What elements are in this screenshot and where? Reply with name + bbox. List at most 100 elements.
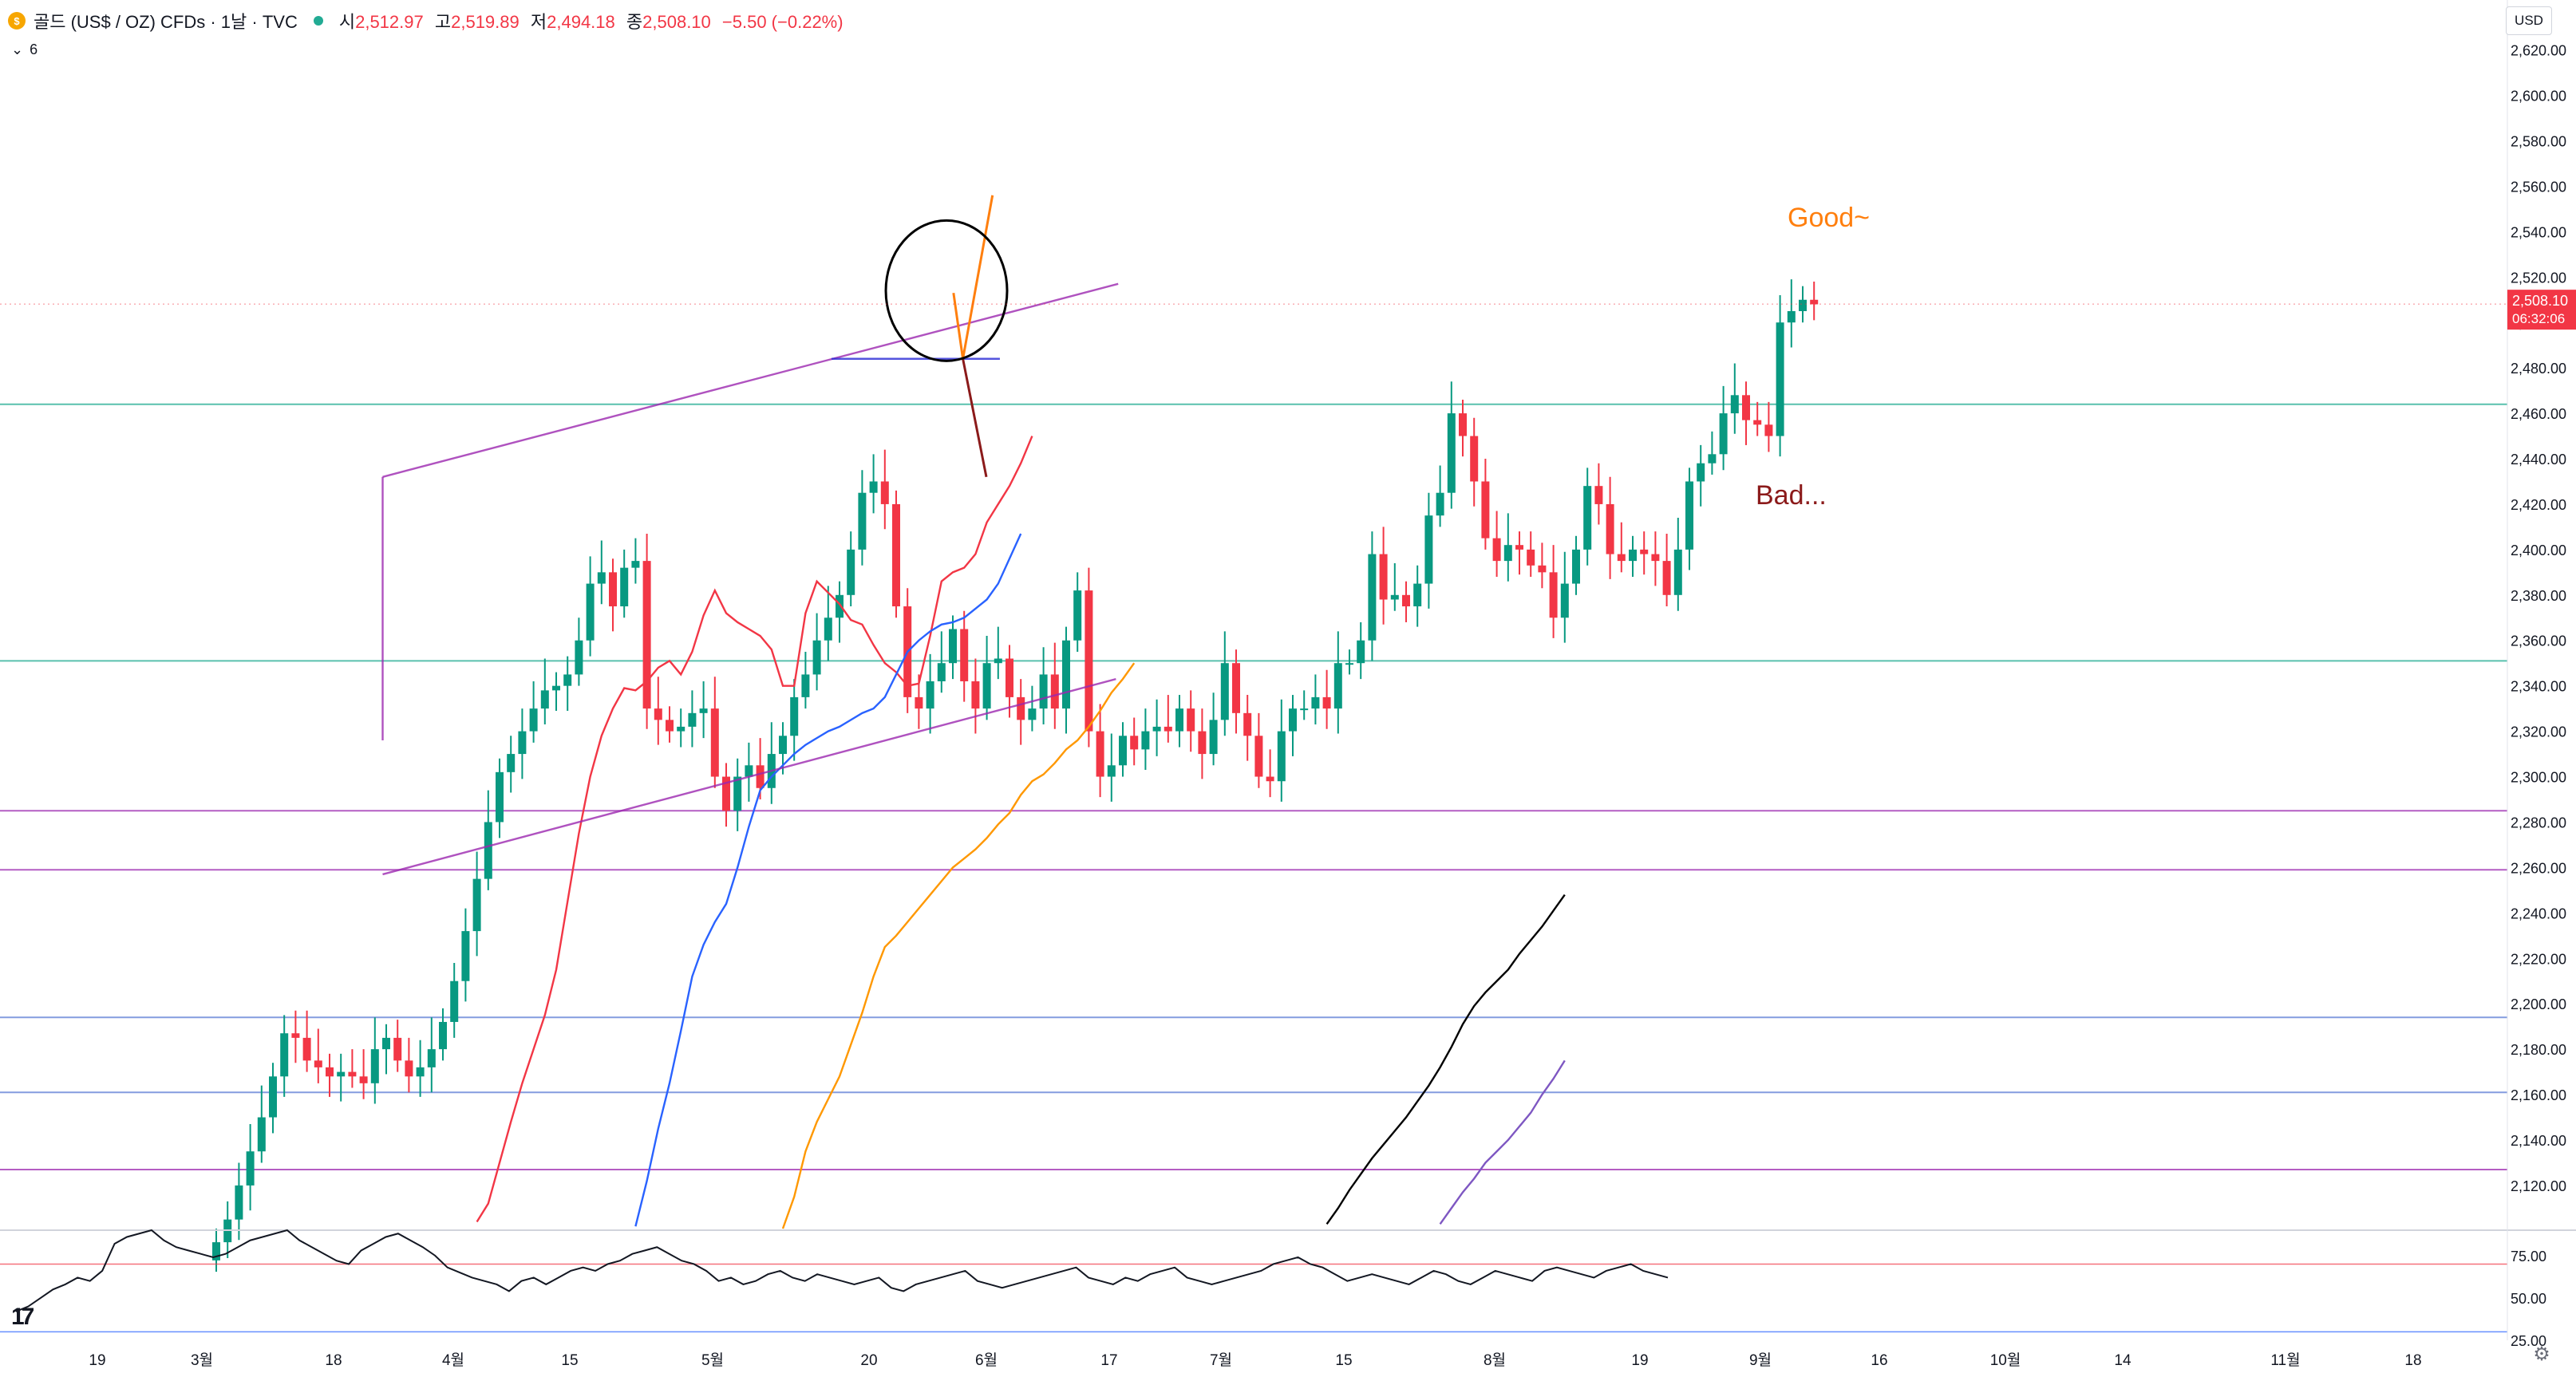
candle [1810, 281, 1819, 321]
candle-body [1368, 554, 1377, 641]
candle [1492, 511, 1501, 578]
candle-body [1209, 720, 1218, 755]
candle [1039, 647, 1048, 725]
candle [1470, 417, 1479, 507]
candle-body [1198, 731, 1207, 755]
candle-body [1776, 322, 1784, 436]
candle-body [1436, 492, 1444, 516]
candle [1357, 621, 1365, 680]
candle-body [666, 720, 674, 732]
candle-body [858, 492, 867, 550]
candle [1130, 717, 1139, 766]
rsi-tick-label: 50.00 [2511, 1291, 2546, 1307]
candle [1198, 708, 1207, 779]
candle [370, 1017, 379, 1104]
countdown-label: 06:32:06 [2512, 311, 2565, 326]
candle-body [212, 1242, 220, 1261]
low-value: 2,494.18 [547, 12, 615, 32]
x-tick-label: 15 [1335, 1352, 1352, 1369]
y-tick-label: 2,160.00 [2511, 1087, 2566, 1103]
candle-body [439, 1021, 447, 1050]
gear-icon[interactable]: ⚙ [2533, 1343, 2550, 1365]
y-tick-label: 2,420.00 [2511, 497, 2566, 513]
candle-body [1096, 731, 1104, 777]
rsi-tick-label: 25.00 [2511, 1333, 2546, 1349]
candle-body [960, 629, 969, 681]
chart-header: $ 골드 (US$ / OZ) CFDs · 1날 · TVC 시2,512.9… [8, 5, 850, 37]
candle-body [836, 594, 844, 618]
candle [416, 1040, 425, 1097]
candle [1685, 468, 1693, 570]
candle [1719, 385, 1728, 471]
candle-body [1799, 299, 1807, 311]
rsi-line [15, 1229, 1669, 1312]
currency-button[interactable]: USD [2506, 6, 2552, 35]
candle [393, 1020, 402, 1072]
candle-body [1152, 726, 1161, 732]
candle-body [1187, 708, 1195, 732]
candle [745, 742, 753, 802]
candle [666, 706, 674, 743]
candle [677, 708, 685, 748]
candle-body [586, 583, 595, 641]
candle [1436, 465, 1444, 527]
candle [280, 1015, 289, 1097]
candle [1164, 695, 1172, 743]
candle-body [382, 1037, 390, 1050]
candle [348, 1049, 357, 1088]
candle [529, 681, 538, 743]
bad-label: Bad... [1756, 480, 1827, 511]
candle [994, 626, 1002, 680]
candle-body [450, 980, 459, 1022]
candle-body [1708, 454, 1717, 464]
candle-body [926, 681, 934, 709]
candle-body [654, 708, 662, 720]
close-label: 종 [626, 12, 643, 32]
y-tick-label: 2,340.00 [2511, 679, 2566, 695]
y-tick-label: 2,280.00 [2511, 815, 2566, 831]
y-tick-label: 2,360.00 [2511, 633, 2566, 649]
candle-body [1164, 726, 1172, 732]
candle-body [1379, 554, 1388, 600]
rsi-tick-label: 75.00 [2511, 1249, 2546, 1265]
candle [496, 758, 504, 838]
candle [1243, 695, 1252, 761]
y-tick-label: 2,140.00 [2511, 1133, 2566, 1149]
x-tick-label: 18 [325, 1352, 342, 1369]
candle-body [1050, 674, 1059, 709]
candle-body [1232, 663, 1240, 713]
indicator-toggle[interactable]: ⌄ 6 [11, 38, 38, 61]
symbol-name[interactable]: 골드 (US$ / OZ) CFDs · 1날 · TVC [34, 12, 298, 32]
candle [620, 549, 629, 618]
candle [1515, 531, 1523, 575]
candle [1390, 562, 1399, 611]
candle-body [1424, 515, 1433, 584]
candle-body [1640, 549, 1649, 554]
candle [1254, 712, 1263, 788]
candle-body [1447, 413, 1456, 493]
candle-body [1810, 299, 1819, 305]
candle-body [575, 640, 583, 675]
candle-body [1651, 554, 1660, 562]
candle [1617, 522, 1626, 573]
candle-body [1006, 658, 1013, 697]
candle-body [994, 658, 1002, 664]
candle [1594, 463, 1603, 525]
candle [382, 1024, 390, 1075]
candle-body [302, 1037, 311, 1061]
candle-body [733, 776, 742, 811]
candle [790, 679, 799, 761]
y-tick-label: 2,320.00 [2511, 724, 2566, 740]
candle-body [484, 822, 492, 879]
x-tick-label: 15 [561, 1352, 578, 1369]
candle [937, 631, 946, 693]
candle [609, 558, 617, 632]
candle [1572, 535, 1580, 595]
x-tick-label: 11월 [2270, 1351, 2300, 1369]
candle-body [971, 681, 980, 709]
candle [722, 763, 730, 827]
candle-body [1583, 486, 1592, 550]
candle [1673, 518, 1682, 611]
chevron-down-icon[interactable]: ⌄ [11, 41, 24, 57]
